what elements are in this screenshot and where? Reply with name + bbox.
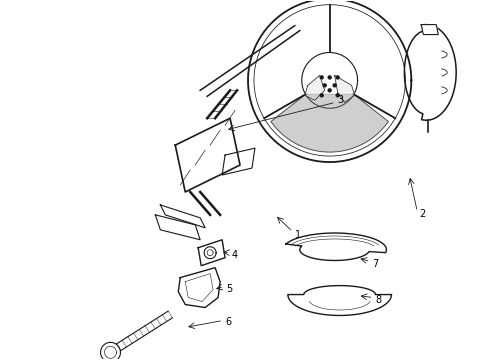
Text: 6: 6 — [225, 318, 231, 328]
Polygon shape — [160, 205, 205, 228]
Polygon shape — [222, 148, 255, 175]
Circle shape — [320, 76, 323, 79]
Polygon shape — [305, 75, 325, 100]
Polygon shape — [335, 75, 355, 102]
Text: 8: 8 — [375, 294, 382, 305]
Text: 4: 4 — [232, 250, 238, 260]
Polygon shape — [288, 285, 392, 315]
Text: 5: 5 — [226, 284, 232, 293]
Circle shape — [328, 89, 331, 92]
Circle shape — [323, 84, 326, 87]
Text: 3: 3 — [338, 95, 344, 105]
Polygon shape — [404, 24, 456, 120]
Circle shape — [336, 94, 339, 97]
Polygon shape — [155, 215, 200, 240]
Polygon shape — [198, 240, 225, 266]
Polygon shape — [286, 233, 387, 261]
Polygon shape — [100, 342, 121, 360]
Text: 1: 1 — [295, 230, 301, 240]
Circle shape — [328, 76, 331, 79]
Circle shape — [336, 76, 339, 79]
Circle shape — [333, 84, 336, 87]
Text: 7: 7 — [372, 259, 379, 269]
Circle shape — [320, 94, 323, 97]
Polygon shape — [178, 268, 220, 307]
Polygon shape — [421, 24, 438, 35]
Polygon shape — [175, 118, 240, 192]
Polygon shape — [271, 94, 389, 152]
Text: 2: 2 — [419, 209, 426, 219]
Polygon shape — [116, 311, 172, 351]
